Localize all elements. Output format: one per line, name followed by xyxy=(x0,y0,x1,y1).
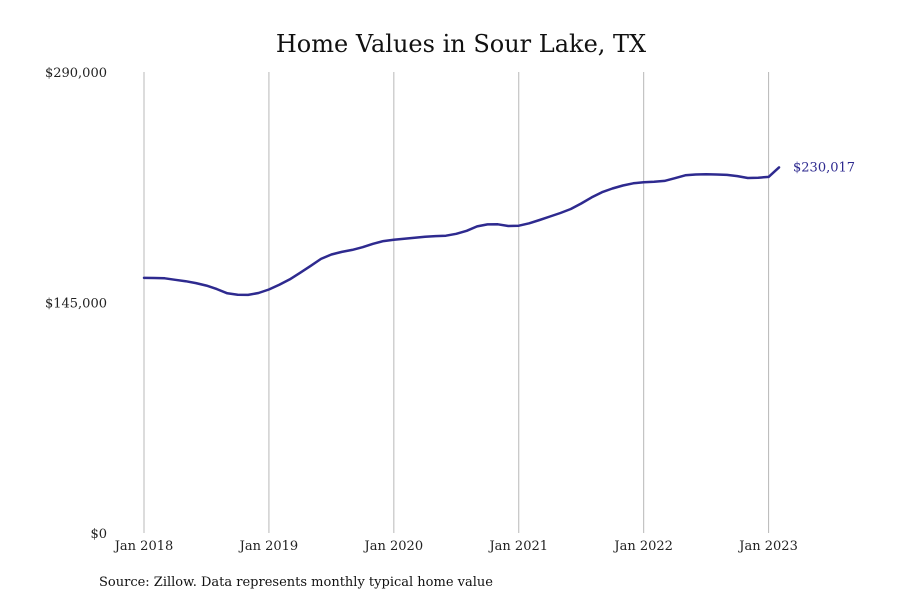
x-tick-label: Jan 2020 xyxy=(363,539,424,554)
y-tick-label: $0 xyxy=(90,527,107,542)
series-layer xyxy=(142,166,781,297)
x-tick-label: Jan 2023 xyxy=(737,539,798,554)
source-note: Source: Zillow. Data represents monthly … xyxy=(99,575,493,590)
y-axis-tick-labels: $0 $145,000 $290,000 xyxy=(45,66,107,542)
x-tick-label: Jan 2022 xyxy=(612,539,673,554)
home-value-line xyxy=(142,166,781,297)
chart-title: Home Values in Sour Lake, TX xyxy=(276,30,646,58)
x-gridlines xyxy=(143,72,770,533)
y-tick-label: $145,000 xyxy=(45,297,107,312)
y-tick-label: $290,000 xyxy=(45,66,107,81)
x-tick-label: Jan 2018 xyxy=(113,539,174,554)
x-axis-tick-labels: Jan 2018 Jan 2019 Jan 2020 Jan 2021 Jan 2022… xyxy=(113,539,798,554)
x-tick-label: Jan 2021 xyxy=(487,539,548,554)
last-value-label: $230,017 xyxy=(793,160,855,175)
x-tick-label: Jan 2019 xyxy=(238,539,299,554)
